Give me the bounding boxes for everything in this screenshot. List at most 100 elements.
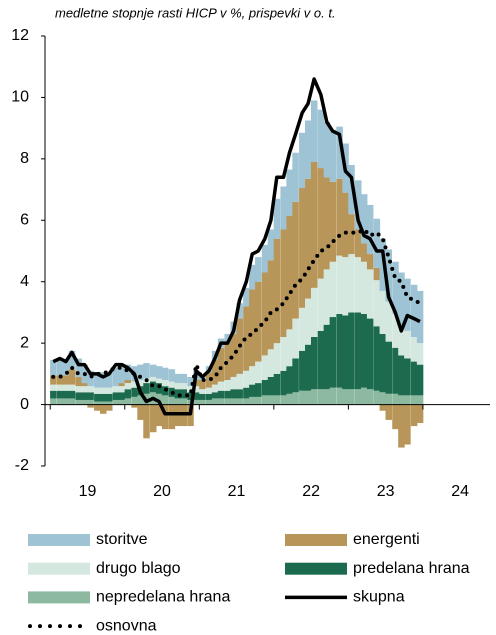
bar-segment: [211, 384, 219, 393]
bar-segment: [329, 181, 337, 262]
bar-segment: [149, 404, 157, 433]
bar-segment: [317, 389, 325, 405]
bar-segment: [249, 264, 256, 290]
bar-segment: [205, 372, 213, 388]
bar-segment: [385, 301, 393, 342]
bar-segment: [155, 383, 163, 394]
bar-segment: [75, 358, 82, 377]
bar-segment: [392, 393, 399, 405]
bar-segment: [354, 257, 362, 313]
bar-segment: [118, 386, 126, 393]
x-tick-label: 24: [451, 483, 469, 500]
bar-segment: [249, 289, 256, 367]
bar-segment: [112, 386, 120, 393]
legend-label: predelana hrana: [353, 560, 470, 577]
bar-segment: [410, 404, 418, 427]
legend-swatch: [285, 562, 347, 575]
bar-segment: [255, 281, 262, 362]
bar-segment: [56, 360, 64, 376]
bar-segment: [243, 398, 250, 405]
bar-segment: [224, 333, 232, 344]
bar-segment: [180, 383, 188, 390]
bar-segment: [161, 404, 169, 430]
x-tick-label: 20: [153, 483, 171, 500]
legend-label: osnovna: [96, 617, 157, 634]
bar-segment: [155, 393, 163, 405]
bar-segment: [354, 229, 362, 258]
bar-segment: [243, 387, 250, 399]
legend-swatch: [28, 562, 90, 575]
bar-segment: [87, 404, 94, 408]
legend-swatch: [28, 534, 90, 546]
legend-label: storitve: [96, 531, 148, 548]
bar-segment: [398, 324, 405, 356]
bar-segment: [366, 269, 374, 319]
bar-segment: [143, 404, 150, 439]
bar-segment: [217, 381, 225, 391]
bar-segment: [299, 188, 306, 308]
bar-segment: [193, 380, 200, 387]
bar-segment: [273, 198, 281, 239]
bar-segment: [267, 229, 275, 261]
bar-segment: [261, 244, 269, 273]
bar-segment: [62, 375, 70, 385]
bar-segment: [56, 384, 64, 391]
bar-segment: [68, 350, 76, 370]
bar-segment: [56, 375, 64, 385]
bar-segment: [392, 313, 399, 348]
bar-segment: [280, 395, 287, 405]
bar-segment: [329, 387, 337, 405]
bar-segment: [305, 298, 312, 345]
bar-segment: [292, 392, 299, 405]
bar-segment: [329, 129, 337, 182]
bar-segment: [180, 389, 188, 399]
bar-segment: [174, 398, 182, 405]
bar-segment: [360, 387, 368, 405]
bar-segment: [392, 261, 399, 314]
bar-segment: [392, 347, 399, 394]
bar-segment: [398, 404, 405, 448]
bar-segment: [286, 366, 293, 394]
bar-segment: [87, 392, 94, 400]
bar-segment: [354, 180, 362, 230]
bar-segment: [267, 349, 275, 377]
bar-segment: [342, 257, 349, 316]
bar-segment: [75, 399, 82, 405]
bar-segment: [398, 355, 405, 396]
bar-segment: [305, 390, 312, 405]
bar-segment: [124, 380, 132, 384]
bar-segment: [273, 238, 281, 344]
bar-segment: [354, 312, 362, 390]
bar-segment: [310, 100, 318, 162]
bar-segment: [366, 318, 374, 390]
bar-segment: [131, 396, 138, 405]
bar-segment: [398, 395, 405, 405]
bar-segment: [105, 401, 113, 405]
bar-segment: [280, 229, 287, 337]
bar-segment: [193, 392, 200, 400]
bar-segment: [50, 398, 57, 405]
bar-segment: [224, 390, 232, 399]
bar-segment: [236, 389, 243, 399]
bar-segment: [205, 387, 213, 394]
bar-segment: [94, 404, 101, 411]
bar-segment: [280, 337, 287, 371]
bar-segment: [50, 360, 57, 376]
bar-segment: [87, 399, 94, 405]
bar-segment: [261, 380, 269, 396]
bar-segment: [273, 395, 281, 405]
x-tick-label: 22: [302, 483, 320, 500]
bar-segment: [243, 287, 250, 307]
bar-segment: [373, 267, 381, 281]
bar-segment: [354, 389, 362, 405]
bar-segment: [360, 194, 368, 244]
line-series: [51, 227, 422, 398]
bar-segment: [81, 383, 88, 387]
bar-segment: [199, 393, 206, 400]
bar-segment: [50, 390, 57, 399]
bar-segment: [366, 204, 374, 255]
bar-segment: [379, 392, 387, 405]
x-tick-label: 23: [377, 483, 395, 500]
bar-segment: [131, 381, 138, 388]
bar-segment: [211, 360, 219, 385]
